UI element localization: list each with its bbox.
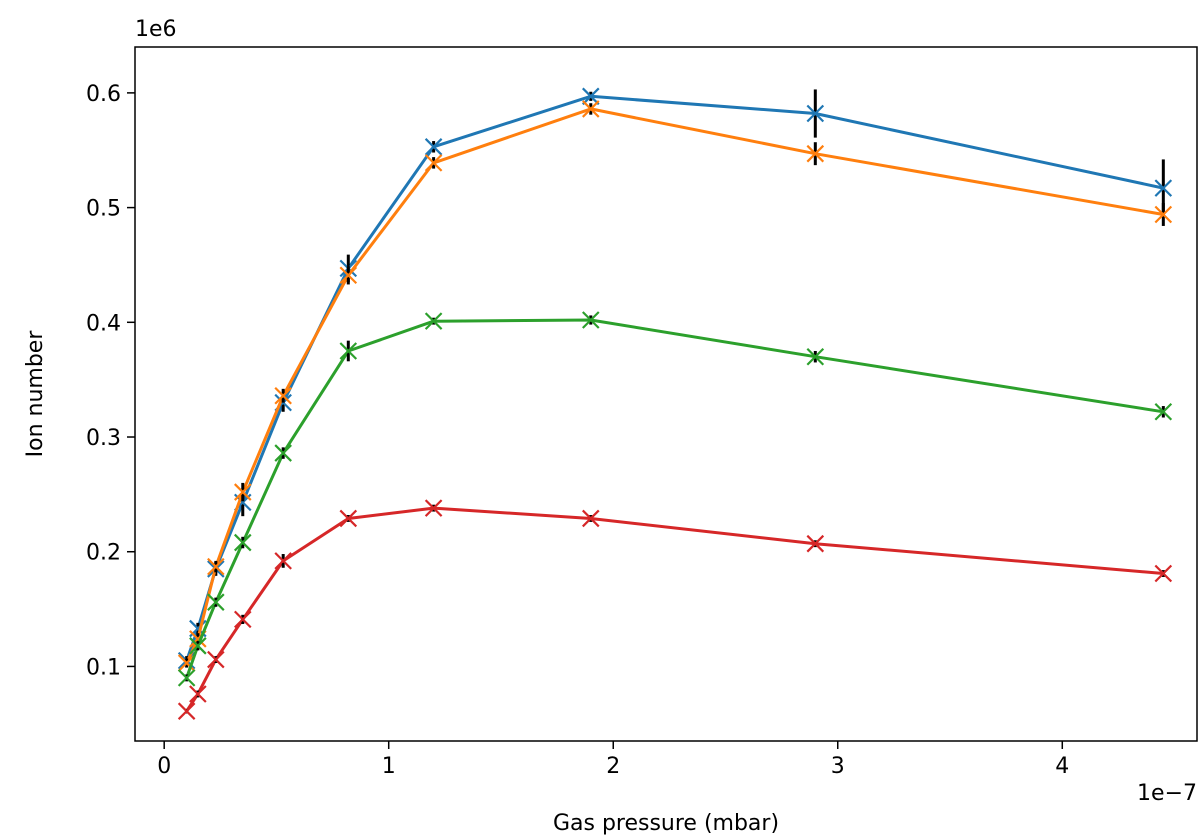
- series-line: [185, 94, 1164, 662]
- y-offset-label: 1e6: [135, 17, 177, 42]
- data-point-marker: [582, 100, 600, 118]
- data-point-marker: [582, 87, 600, 106]
- y-tick-label: 0.6: [86, 82, 121, 107]
- x-tick-label: 0: [157, 754, 171, 779]
- series-4: [177, 499, 1173, 720]
- x-tick-label: 4: [1055, 754, 1069, 779]
- data-point-marker: [189, 685, 207, 703]
- x-tick-label: 3: [831, 754, 845, 779]
- axes-frame: [134, 46, 1198, 742]
- data-point-marker: [339, 266, 358, 285]
- x-axis-ticks: 0 1 2 3 4: [157, 741, 1069, 779]
- x-tick-label: 1: [382, 754, 396, 779]
- data-point-marker: [424, 154, 443, 172]
- data-point-marker: [339, 342, 358, 360]
- series-1: [177, 87, 1173, 670]
- series-line: [185, 506, 1164, 713]
- data-point-marker: [806, 144, 825, 163]
- plot-area: [177, 87, 1173, 720]
- data-point-marker: [207, 593, 225, 611]
- y-tick-label: 0.4: [86, 311, 121, 336]
- data-point-marker: [582, 509, 600, 528]
- data-point-marker: [177, 702, 196, 720]
- series-2: [177, 100, 1173, 672]
- data-point-marker: [1154, 564, 1173, 583]
- data-point-marker: [424, 138, 443, 156]
- data-point-marker: [189, 637, 207, 655]
- data-point-marker: [274, 444, 292, 462]
- y-tick-label: 0.2: [86, 541, 121, 566]
- data-point-marker: [274, 552, 292, 570]
- series-3: [177, 311, 1173, 687]
- data-point-marker: [177, 654, 196, 672]
- data-point-marker: [1154, 403, 1173, 421]
- series-line: [185, 107, 1164, 664]
- data-point-marker: [424, 312, 443, 330]
- y-tick-label: 0.1: [86, 655, 121, 680]
- data-point-marker: [806, 347, 825, 366]
- data-point-marker: [207, 557, 225, 576]
- data-point-marker: [177, 669, 196, 687]
- data-point-marker: [233, 483, 252, 501]
- series-line: [185, 318, 1164, 679]
- x-offset-label: 1e−7: [1137, 781, 1197, 806]
- data-point-marker: [207, 650, 225, 669]
- data-point-marker: [806, 104, 825, 123]
- y-axis-label: Ion number: [23, 330, 48, 458]
- data-point-marker: [1154, 179, 1173, 197]
- data-point-marker: [806, 534, 825, 553]
- x-axis-label: Gas pressure (mbar): [553, 811, 779, 836]
- data-point-marker: [424, 499, 443, 517]
- y-axis-ticks: 0.1 0.2 0.3 0.4 0.5 0.6: [86, 82, 135, 680]
- data-point-marker: [233, 533, 252, 552]
- data-point-marker: [339, 509, 358, 528]
- data-point-marker: [274, 386, 292, 405]
- y-tick-label: 0.5: [86, 197, 121, 222]
- y-tick-label: 0.3: [86, 426, 121, 451]
- data-point-marker: [1154, 205, 1173, 224]
- data-point-marker: [233, 610, 252, 629]
- data-point-marker: [582, 311, 600, 329]
- x-tick-label: 2: [606, 754, 620, 779]
